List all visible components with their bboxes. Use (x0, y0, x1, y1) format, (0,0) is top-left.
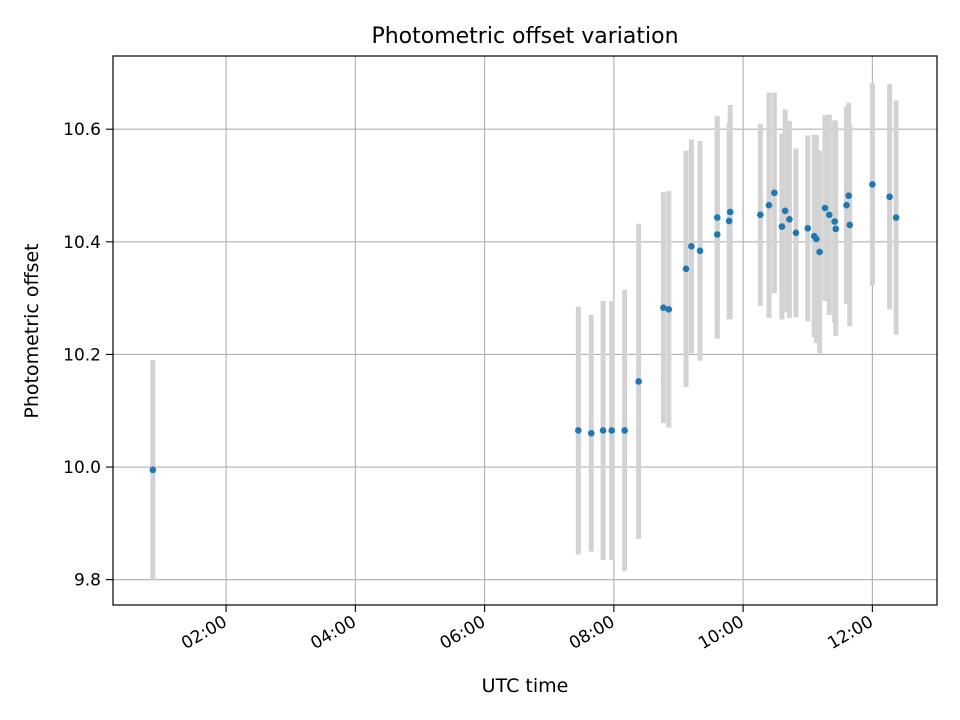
data-point (771, 189, 778, 197)
data-point (786, 215, 793, 223)
data-point (608, 427, 616, 434)
data-point (792, 229, 800, 237)
data-point (831, 218, 838, 225)
data-point (725, 217, 733, 225)
data-point (869, 181, 876, 188)
data-point (713, 214, 721, 221)
data-point (696, 247, 704, 255)
data-point (726, 208, 734, 216)
data-point (846, 221, 854, 229)
y-tick-label: 10.4 (63, 233, 101, 253)
y-axis-ticks: 9.8 10.0 10.2 10.4 10.6 (63, 120, 113, 591)
data-point (665, 306, 673, 313)
data-point (682, 265, 690, 273)
data-point (832, 225, 840, 233)
data-point (660, 304, 667, 311)
data-point (781, 207, 789, 215)
data-point (821, 204, 829, 212)
data-point (149, 466, 157, 474)
data-point (816, 248, 823, 256)
data-point (825, 211, 833, 219)
data-point (804, 225, 812, 232)
data-point (892, 214, 900, 221)
y-tick-label: 10.0 (63, 458, 101, 478)
chart-title: Photometric offset variation (371, 24, 678, 49)
x-axis-label: UTC time (482, 675, 569, 697)
data-point (635, 378, 642, 385)
y-tick-label: 10.6 (63, 120, 101, 140)
data-point (778, 223, 786, 230)
data-point (845, 192, 852, 199)
data-point (621, 427, 628, 434)
plot-area-frame (112, 55, 938, 606)
y-tick-label: 9.8 (74, 571, 101, 591)
data-point (575, 427, 582, 434)
data-point (813, 235, 820, 243)
data-point (757, 211, 764, 219)
data-point (688, 243, 695, 250)
data-point (765, 201, 773, 209)
data-point (587, 429, 595, 437)
data-markers (149, 181, 900, 474)
y-axis-label: Photometric offset (21, 243, 43, 418)
y-tick-label: 10.2 (63, 345, 101, 365)
data-point (599, 427, 607, 434)
data-point (843, 201, 850, 209)
data-point (713, 231, 721, 238)
data-point (886, 193, 893, 201)
